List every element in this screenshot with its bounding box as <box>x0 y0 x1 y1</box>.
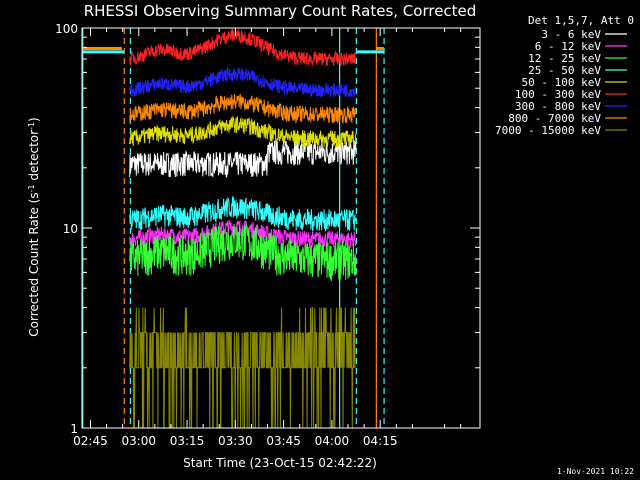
y-axis-label-sup1: -1 <box>27 184 36 192</box>
series-line-3 <box>129 223 357 281</box>
series-9 <box>129 307 356 429</box>
series-line-5 <box>129 115 357 149</box>
x-tick-label-7: 04:15 <box>363 434 398 448</box>
plot-area <box>82 28 385 429</box>
legend-label-7: 300 - 800 keV <box>515 100 601 113</box>
series-6 <box>129 28 357 67</box>
series-line-1 <box>129 140 357 178</box>
y-tick-label-1: 1 <box>70 422 78 436</box>
y-tick-label-2: 10 <box>63 222 78 236</box>
y-axis-label: Corrected Count Rate (s-1 detector-1) <box>27 117 42 336</box>
x-tick-label-2: 03:00 <box>121 434 156 448</box>
series-3 <box>129 223 357 281</box>
date-stamp: 1-Nov-2021 10:22 <box>556 467 634 476</box>
y-axis-label-main: Corrected Count Rate (s <box>27 192 41 336</box>
x-tick-label-4: 03:30 <box>218 434 253 448</box>
legend-label-3: 12 - 25 keV <box>528 52 601 65</box>
series-line-4 <box>129 195 357 232</box>
series-line-9 <box>129 307 356 429</box>
x-tick-label-3: 03:15 <box>170 434 205 448</box>
legend-label-5: 50 - 100 keV <box>522 76 602 89</box>
legend-label-4: 25 - 50 keV <box>528 64 601 77</box>
x-tick-label-5: 03:45 <box>266 434 301 448</box>
y-tick-label-3: 100 <box>55 22 78 36</box>
x-axis-label: Start Time (23-Oct-15 02:42:22) <box>183 456 377 470</box>
axis-frame: 02:45 03:00 03:15 03:30 03:45 04:00 04:15 1 10 10… <box>55 22 481 448</box>
legend-title: Det 1,5,7, Att 0 <box>528 14 634 27</box>
series-line-6 <box>129 28 357 67</box>
legend-label-1: 3 - 6 keV <box>541 28 601 41</box>
legend-label-9: 7000 - 15000 keV <box>495 124 601 137</box>
series-4 <box>129 195 357 232</box>
series-2 <box>129 219 357 248</box>
series-line-8 <box>129 93 357 124</box>
series-1 <box>129 140 357 178</box>
series-5 <box>129 115 357 149</box>
series-line-2 <box>129 219 357 248</box>
legend-label-2: 6 - 12 keV <box>535 40 602 53</box>
x-tick-label-1: 02:45 <box>73 434 108 448</box>
x-tick-label-6: 04:00 <box>315 434 350 448</box>
y-axis-label-end: ) <box>27 117 41 122</box>
legend-label-8: 800 - 7000 keV <box>508 112 601 125</box>
y-axis-label-mid: detector <box>27 130 41 185</box>
legend-label-6: 100 - 300 keV <box>515 88 601 101</box>
chart-title: RHESSI Observing Summary Count Rates, Co… <box>84 2 477 20</box>
y-axis-label-sup2: -1 <box>27 122 36 130</box>
series-line-7 <box>129 66 357 98</box>
series-7 <box>129 66 357 98</box>
series-8 <box>129 93 357 124</box>
